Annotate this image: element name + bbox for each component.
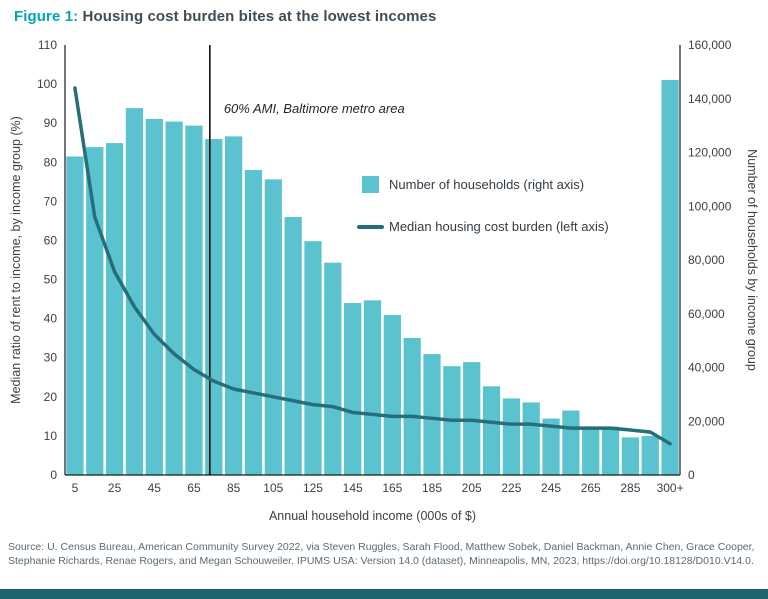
legend-bar-label: Number of households (right axis) [389,177,584,192]
x-axis-tick-label: 105 [263,481,283,495]
x-axis-tick-label: 5 [72,481,79,495]
right-axis-tick-label: 20,000 [688,414,725,428]
right-axis-tick-label: 60,000 [688,307,725,321]
household-bar [582,426,600,475]
right-axis-tick-label: 100,000 [688,199,732,213]
left-axis-tick-label: 0 [50,468,57,482]
household-bar [363,300,382,475]
x-axis-tick-label: 165 [382,481,402,495]
household-bar [86,147,104,475]
legend-line-label: Median housing cost burden (left axis) [389,219,609,234]
household-bar [225,136,243,475]
household-bar [66,156,84,475]
left-axis-tick-label: 10 [44,429,58,443]
right-axis-title: Number of households by income group [745,149,759,371]
right-axis-tick-label: 80,000 [688,253,725,267]
x-axis-tick-label: 265 [581,481,601,495]
household-bar [383,315,401,475]
x-axis-tick-label: 245 [541,481,561,495]
household-bar [621,437,640,475]
right-axis-tick-label: 40,000 [688,361,725,375]
household-bar [502,398,520,475]
right-axis-tick-label: 120,000 [688,146,732,160]
right-axis-tick-label: 0 [688,468,695,482]
household-bar [423,354,441,475]
left-axis-tick-label: 100 [37,77,57,91]
x-axis-title: Annual household income (000s of $) [269,509,476,523]
left-axis-tick-label: 60 [44,233,58,247]
household-bar [403,337,421,475]
household-bar [244,169,263,475]
footer-strip [0,589,768,599]
figure-number: Figure 1: [14,8,79,25]
cost-burden-line [73,86,672,446]
x-axis-tick-label: 285 [620,481,640,495]
household-bar [601,426,620,475]
left-axis-tick-label: 90 [44,116,58,130]
chart: 0 10 20 30 40 50 60 70 80 90 100 110 0 20,000 40,000 60… [9,38,759,523]
x-axis-tick-label: 25 [108,481,122,495]
household-bar [522,402,540,475]
left-axis-tick-label: 20 [44,390,58,404]
household-bar [105,143,124,475]
left-axis-tick-label: 30 [44,351,58,365]
x-axis-tick-label: 125 [303,481,323,495]
household-bar [264,179,282,475]
left-axis-tick-label: 50 [44,273,58,287]
left-axis-tick-label: 110 [38,38,57,52]
left-axis-title: Median ratio of rent to income, by incom… [9,116,23,404]
household-bar [641,436,659,475]
figure-title: Figure 1: Housing cost burden bites at t… [14,8,436,25]
x-axis-tick-label: 205 [462,481,482,495]
x-axis-tick-label: 65 [187,481,201,495]
household-bar [125,108,144,475]
household-bar [145,118,163,475]
left-axis-tick-label: 80 [44,155,58,169]
x-axis-tick-label: 145 [343,481,363,495]
household-bar [324,262,342,475]
ami-annotation: 60% AMI, Baltimore metro area [224,101,405,116]
x-axis-tick-label: 45 [148,481,162,495]
household-bar [185,125,203,475]
x-axis-tick-label: 225 [501,481,521,495]
right-axis-tick-label: 160,000 [688,38,732,52]
household-bar [562,410,580,475]
x-axis-tick-label: 85 [227,481,241,495]
household-bar [165,121,183,475]
left-axis-tick-label: 70 [44,194,58,208]
household-bar [661,79,679,475]
household-bar [344,303,362,475]
figure-title-text: Housing cost burden bites at the lowest … [78,8,437,25]
household-bar [482,386,501,475]
household-bar [205,139,223,475]
right-axis-tick-label: 140,000 [688,92,732,106]
household-bar [284,217,302,475]
household-bar [304,241,322,475]
left-axis-tick-label: 40 [44,312,58,326]
x-axis-tick-label: 300+ [657,481,684,495]
legend-bar-swatch [362,176,379,193]
x-axis-tick-label: 185 [422,481,442,495]
household-bar [542,418,560,475]
source-note: Source: U. Census Bureau, American Commu… [8,541,755,568]
